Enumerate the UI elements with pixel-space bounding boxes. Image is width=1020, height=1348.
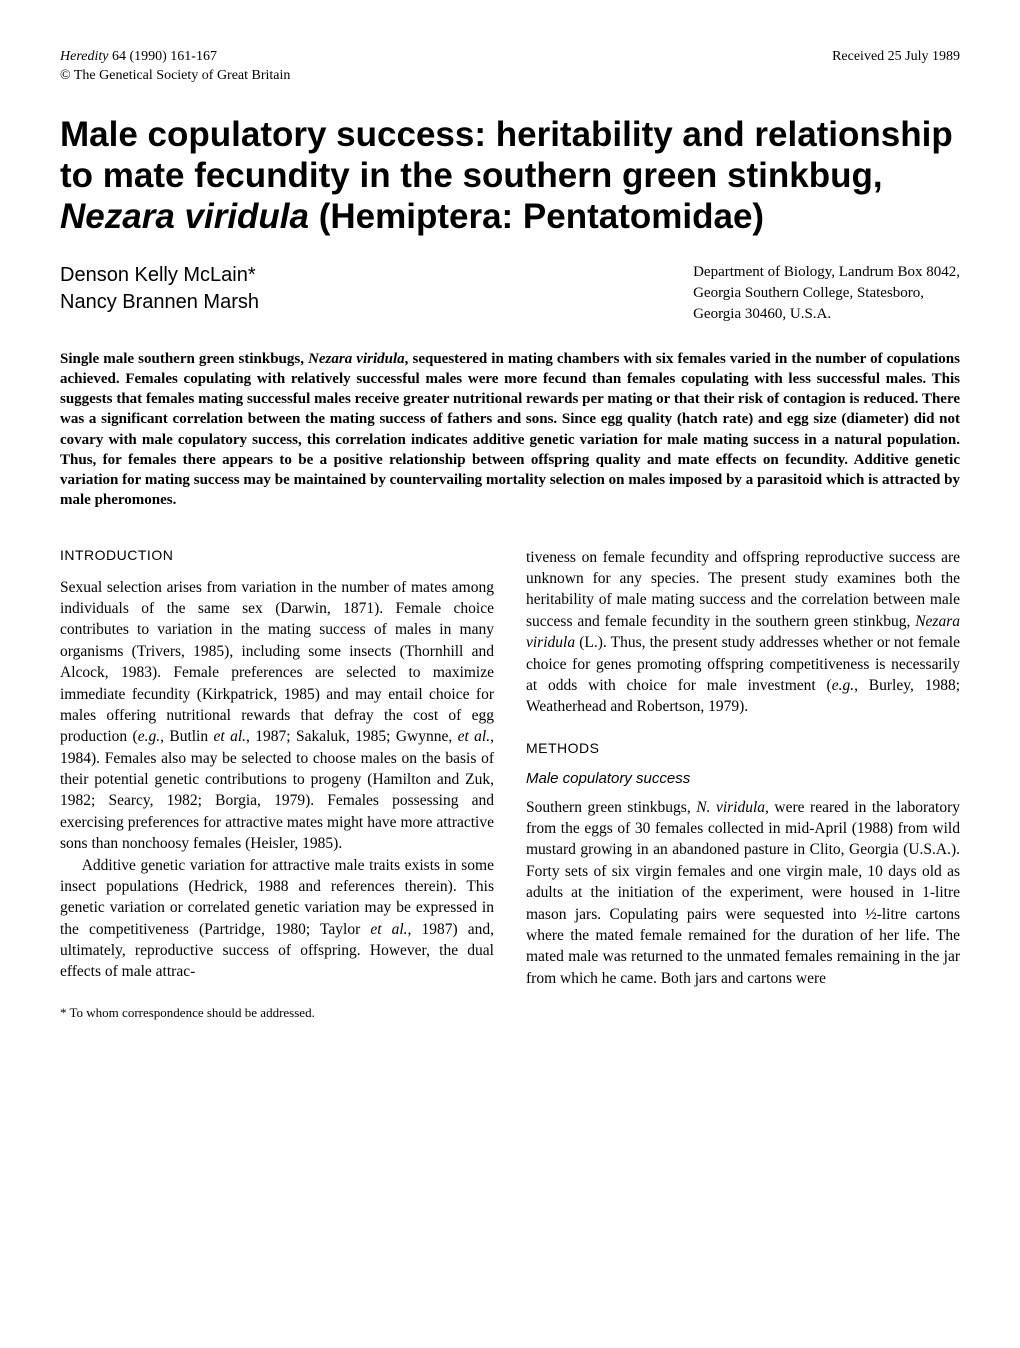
authors-list: Denson Kelly McLain* Nancy Brannen Marsh	[60, 262, 259, 316]
affiliation-line-3: Georgia 30460, U.S.A.	[693, 304, 960, 325]
journal-reference: Heredity 64 (1990) 161-167	[60, 48, 290, 67]
p1-eg1: e.g.	[138, 728, 160, 745]
affiliation-line-2: Georgia Southern College, Statesboro,	[693, 283, 960, 304]
methods-subheading: Male copulatory success	[526, 770, 960, 787]
affiliation-line-1: Department of Biology, Landrum Box 8042,	[693, 262, 960, 283]
rp1-eg: e.g.	[832, 677, 854, 694]
authors-affiliation-block: Denson Kelly McLain* Nancy Brannen Marsh…	[60, 262, 960, 325]
methods-body: Southern green stinkbugs, N. viridula, w…	[526, 797, 960, 989]
right-paragraph-1: tiveness on female fecundity and offspri…	[526, 547, 960, 718]
mp1-species: N. viridula,	[696, 799, 769, 816]
intro-paragraph-2: Additive genetic variation for attractiv…	[60, 855, 494, 983]
journal-name: Heredity	[60, 49, 108, 64]
left-column: INTRODUCTION Sexual selection arises fro…	[60, 547, 494, 1021]
two-column-body: INTRODUCTION Sexual selection arises fro…	[60, 547, 960, 1021]
received-date: Received 25 July 1989	[832, 48, 960, 67]
title-part-2: (Hemiptera: Pentatomidae)	[309, 197, 764, 236]
abstract-post: , sequestered in mating chambers with si…	[60, 351, 960, 509]
author-2: Nancy Brannen Marsh	[60, 289, 259, 316]
title-species: Nezara viridula	[60, 197, 309, 236]
p1-c: , 1987; Sakaluk, 1985; Gwynne,	[246, 728, 458, 745]
introduction-body: Sexual selection arises from variation i…	[60, 577, 494, 983]
p1-d: , 1984). Females also may be selected to…	[60, 728, 494, 852]
page-header: Heredity 64 (1990) 161-167 © The Genetic…	[60, 48, 960, 86]
p2-etal: et al.	[370, 921, 407, 938]
p1-a: Sexual selection arises from variation i…	[60, 579, 494, 746]
rp1-a: tiveness on female fecundity and offspri…	[526, 549, 960, 630]
header-left: Heredity 64 (1990) 161-167 © The Genetic…	[60, 48, 290, 86]
abstract-pre: Single male southern green stinkbugs,	[60, 351, 308, 367]
header-right: Received 25 July 1989	[832, 48, 960, 67]
p1-b: , Butlin	[160, 728, 213, 745]
right-column: tiveness on female fecundity and offspri…	[526, 547, 960, 1021]
abstract-species: Nezara viridula	[308, 351, 405, 367]
methods-paragraph-1: Southern green stinkbugs, N. viridula, w…	[526, 797, 960, 989]
affiliation-block: Department of Biology, Landrum Box 8042,…	[693, 262, 960, 325]
abstract: Single male southern green stinkbugs, Ne…	[60, 349, 960, 511]
methods-heading: METHODS	[526, 740, 960, 756]
copyright-line: © The Genetical Society of Great Britain	[60, 67, 290, 86]
author-1: Denson Kelly McLain*	[60, 262, 259, 289]
intro-continuation: tiveness on female fecundity and offspri…	[526, 547, 960, 718]
section-spacer	[526, 718, 960, 740]
mp1-b: were reared in the laboratory from the e…	[526, 799, 960, 987]
mp1-a: Southern green stinkbugs,	[526, 799, 696, 816]
correspondence-footnote: * To whom correspondence should be addre…	[60, 1005, 494, 1021]
intro-paragraph-1: Sexual selection arises from variation i…	[60, 577, 494, 855]
introduction-heading: INTRODUCTION	[60, 547, 494, 563]
title-part-1: Male copulatory success: heritability an…	[60, 115, 953, 195]
p1-etal2: et al.	[458, 728, 491, 745]
article-title: Male copulatory success: heritability an…	[60, 114, 960, 238]
volume-pages: 64 (1990) 161-167	[108, 49, 217, 64]
p1-etal1: et al.	[214, 728, 247, 745]
